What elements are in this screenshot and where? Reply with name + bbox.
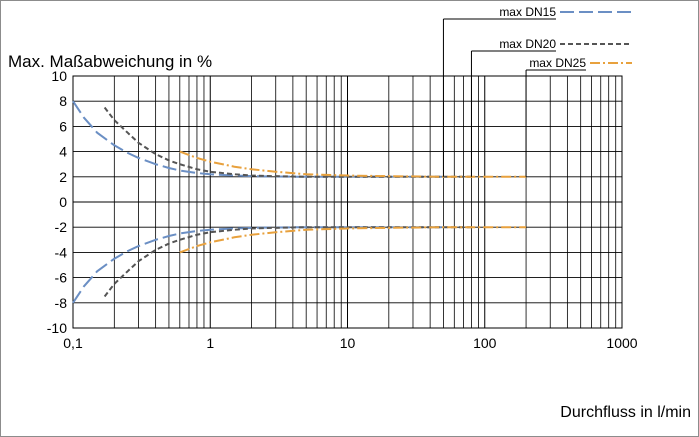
legend: max DN15 max DN20 max DN25 — [442, 5, 632, 177]
y-tick-label: 2 — [59, 169, 67, 185]
legend-label: max DN15 — [499, 5, 556, 19]
grid — [72, 75, 623, 329]
series-line-upper — [72, 100, 444, 178]
plot-border — [72, 75, 623, 329]
x-tick-label: 100 — [473, 335, 497, 351]
series-line-lower — [103, 226, 472, 298]
y-tick-label: -2 — [55, 219, 68, 235]
y-axis-label: Max. Maßabweichung in % — [8, 52, 212, 71]
x-axis-label: Durchfluss in l/min — [560, 404, 691, 421]
x-tick-label: 0,1 — [63, 335, 83, 351]
series-line-upper — [103, 106, 472, 178]
y-tick-label: 0 — [59, 194, 67, 210]
x-tick-label: 1000 — [606, 335, 637, 351]
series-line-lower — [179, 226, 527, 254]
y-tick-label: -6 — [55, 270, 68, 286]
legend-label: max DN20 — [499, 37, 556, 51]
y-tick-label: -10 — [47, 320, 67, 336]
series-group — [72, 100, 527, 304]
y-tick-label: 4 — [59, 144, 67, 160]
x-tick-label: 10 — [340, 335, 356, 351]
x-tick-label: 1 — [206, 335, 214, 351]
y-tick-label: -8 — [55, 295, 68, 311]
y-tick-label: 6 — [59, 118, 67, 134]
legend-label: max DN25 — [529, 56, 586, 70]
series-line-upper — [179, 150, 527, 178]
plot-area — [72, 75, 623, 329]
y-tick-label: 8 — [59, 93, 67, 109]
tick-labels: 10 8 6 4 2 0 -2 -4 -6 -8 -100,1 1 10 100 1000 — [47, 68, 638, 351]
series-line-lower — [72, 226, 444, 304]
y-tick-label: 10 — [51, 68, 67, 84]
y-tick-label: -4 — [55, 244, 68, 260]
